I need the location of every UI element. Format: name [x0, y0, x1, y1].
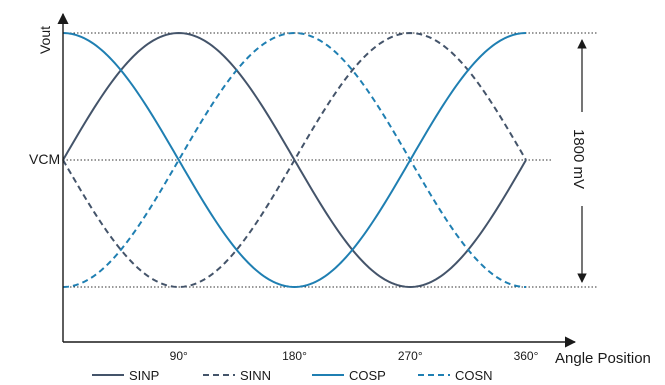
span-label-bg — [573, 112, 591, 206]
x-tick-label: 90° — [170, 349, 188, 363]
y-axis-label: Vout — [37, 26, 53, 54]
legend-label-cosn: COSN — [455, 368, 493, 383]
series-line-cosn — [62, 31, 527, 288]
x-tick-labels: 90° 180° 270° 360° — [170, 349, 539, 363]
x-tick-label: 270° — [398, 349, 423, 363]
legend: SINP SINN COSP COSN — [92, 368, 493, 383]
x-axis-label: Angle Position — [555, 350, 651, 367]
x-tick-label: 360° — [514, 349, 539, 363]
series-layer — [62, 31, 527, 289]
legend-label-sinn: SINN — [240, 368, 271, 383]
x-tick-label: 180° — [282, 349, 307, 363]
series-line-cosp — [62, 32, 527, 289]
reference-lines — [63, 32, 598, 288]
legend-label-sinp: SINP — [129, 368, 159, 383]
vcm-label: VCM — [29, 151, 60, 167]
span-label: 1800 mV — [570, 129, 587, 189]
legend-label-cosp: COSP — [349, 368, 386, 383]
series-line-sinn — [62, 31, 527, 289]
